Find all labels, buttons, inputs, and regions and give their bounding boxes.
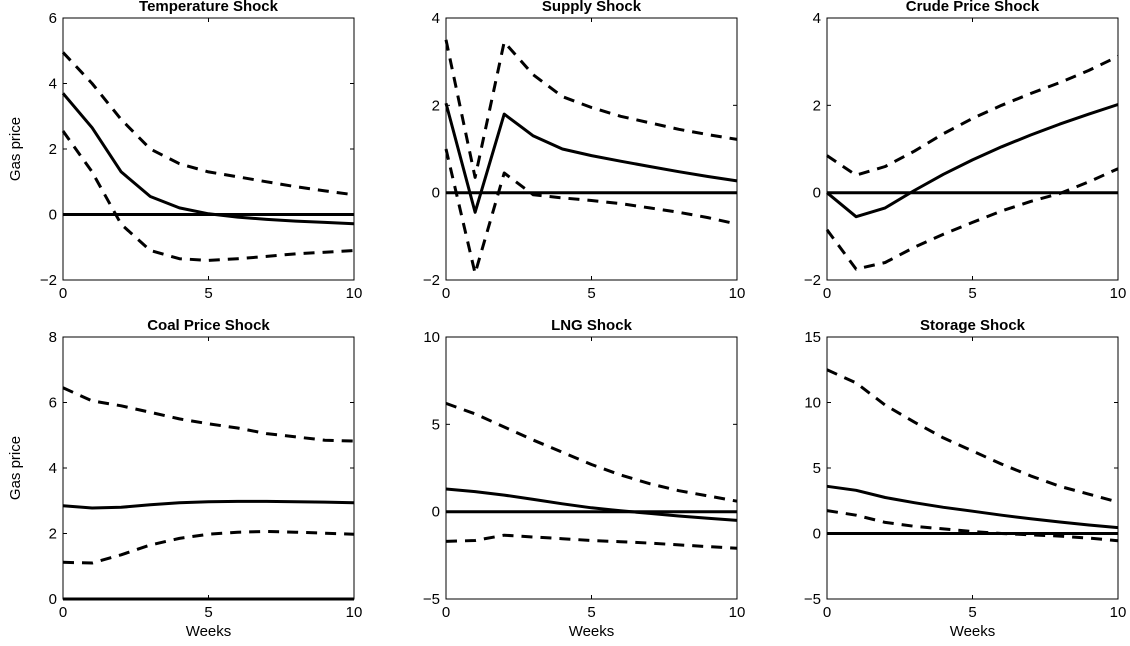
series-line-response xyxy=(61,92,355,226)
series-line-response xyxy=(826,103,1119,219)
x-tick-label: 0 xyxy=(823,285,831,302)
series-line-upper xyxy=(62,386,355,443)
y-tick-label: 4 xyxy=(49,460,57,477)
y-tick-label: 5 xyxy=(813,460,821,477)
series-line-lower xyxy=(445,533,738,550)
series-line-lower xyxy=(825,167,1119,271)
x-tick-label: 5 xyxy=(587,285,595,302)
y-tick-label: 2 xyxy=(813,97,821,114)
y-tick-label: 0 xyxy=(432,504,440,521)
series-line-lower xyxy=(826,509,1119,543)
x-axis-label: Weeks xyxy=(569,623,615,640)
y-tick-label: 0 xyxy=(432,185,440,202)
y-tick-label: 15 xyxy=(804,329,821,346)
subplot-title: LNG Shock xyxy=(551,317,633,334)
x-tick-label: 0 xyxy=(823,604,831,621)
x-tick-label: 5 xyxy=(204,285,212,302)
x-tick-label: 10 xyxy=(1110,285,1127,302)
y-tick-label: 10 xyxy=(804,395,821,412)
subplot-title: Coal Price Shock xyxy=(147,317,270,334)
series-line-response xyxy=(445,487,738,522)
y-tick-label: 4 xyxy=(813,10,821,27)
y-tick-label: −2 xyxy=(40,272,57,289)
x-tick-label: 10 xyxy=(729,604,746,621)
y-tick-label: 0 xyxy=(49,207,57,224)
subplot-4: Coal Price Shock 0 5 10 0 2 4 6 8 Gas price Weeks xyxy=(7,317,362,640)
series-line-upper xyxy=(444,39,738,179)
x-tick-label: 0 xyxy=(442,285,450,302)
x-axis-label: Weeks xyxy=(186,623,232,640)
subplot-title: Storage Shock xyxy=(920,317,1026,334)
x-tick-label: 5 xyxy=(204,604,212,621)
y-axis-label: Gas price xyxy=(7,117,24,181)
y-tick-label: 0 xyxy=(813,185,821,202)
y-tick-label: 0 xyxy=(49,591,57,608)
x-tick-label: 10 xyxy=(346,285,363,302)
y-axis-label: Gas price xyxy=(7,436,24,500)
x-tick-label: 10 xyxy=(1110,604,1127,621)
x-tick-label: 5 xyxy=(968,604,976,621)
axes-frame xyxy=(445,336,738,600)
y-tick-label: −2 xyxy=(423,272,440,289)
x-tick-label: 0 xyxy=(59,285,67,302)
axes-frame xyxy=(445,17,738,281)
y-tick-label: 4 xyxy=(49,76,57,93)
y-tick-label: 0 xyxy=(813,526,821,543)
subplot-title: Temperature Shock xyxy=(139,0,279,15)
series-line-response xyxy=(444,102,738,214)
axes-frame xyxy=(826,17,1119,281)
y-tick-label: −5 xyxy=(804,591,821,608)
x-tick-label: 0 xyxy=(59,604,67,621)
y-tick-label: 8 xyxy=(49,329,57,346)
y-tick-label: 2 xyxy=(49,526,57,543)
series-line-upper xyxy=(826,368,1119,504)
series-line-response xyxy=(62,499,355,510)
series-line-lower xyxy=(444,148,738,275)
y-tick-label: 6 xyxy=(49,10,57,27)
x-axis-label: Weeks xyxy=(950,623,996,640)
x-tick-label: 5 xyxy=(968,285,976,302)
x-tick-label: 0 xyxy=(442,604,450,621)
x-tick-label: 10 xyxy=(346,604,363,621)
series-line-lower xyxy=(62,530,355,565)
series-line-response xyxy=(826,484,1119,530)
subplot-title: Crude Price Shock xyxy=(906,0,1040,15)
y-tick-label: 2 xyxy=(49,141,57,158)
x-tick-label: 10 xyxy=(729,285,746,302)
series-line-upper xyxy=(826,55,1119,177)
y-tick-label: 6 xyxy=(49,395,57,412)
axes-frame xyxy=(826,336,1119,600)
series-line-lower xyxy=(61,130,355,262)
y-tick-label: −2 xyxy=(804,272,821,289)
y-tick-label: 2 xyxy=(432,97,440,114)
series-line-upper xyxy=(445,401,738,503)
y-tick-label: 5 xyxy=(432,416,440,433)
subplot-title: Supply Shock xyxy=(542,0,642,15)
x-tick-label: 5 xyxy=(587,604,595,621)
y-tick-label: −5 xyxy=(423,591,440,608)
y-tick-label: 10 xyxy=(423,329,440,346)
y-tick-label: 4 xyxy=(432,10,440,27)
series-line-upper xyxy=(61,51,355,197)
